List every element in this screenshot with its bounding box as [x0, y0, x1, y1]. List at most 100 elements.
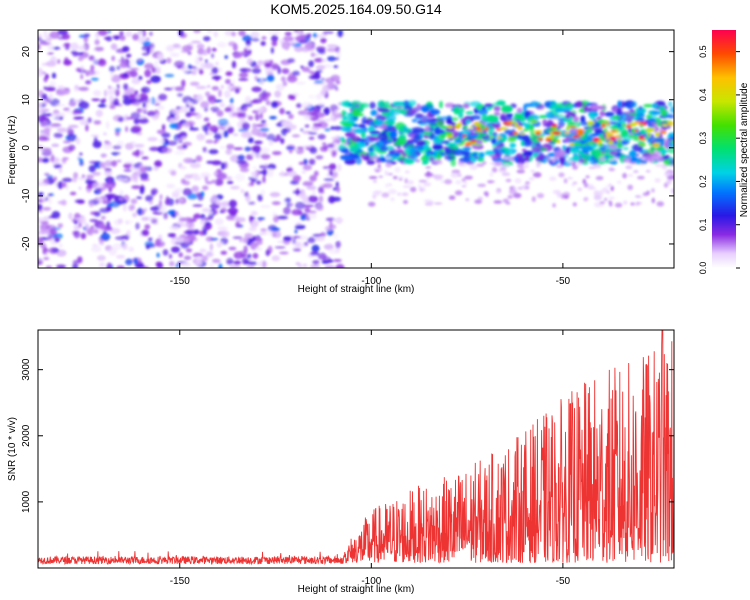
heatmap-cell [338, 143, 347, 150]
heatmap-cell [119, 189, 124, 197]
heatmap-cell [174, 60, 185, 68]
heatmap-cell [499, 114, 506, 121]
heatmap-cell [63, 140, 71, 144]
heatmap-cell [385, 183, 389, 188]
heatmap-cell [200, 62, 206, 70]
snr-y-label: SNR (10 * v/v) [7, 417, 18, 481]
heatmap-cell [38, 203, 43, 211]
heatmap-cell [335, 240, 341, 249]
heatmap-cell [281, 120, 292, 127]
heatmap-cell [568, 157, 578, 161]
heatmap-cell [318, 195, 324, 203]
heatmap-cell [257, 217, 265, 221]
heatmap-cell [240, 105, 244, 111]
heatmap-cell [313, 170, 319, 177]
heatmap-cell [546, 156, 551, 162]
heatmap-cell [168, 253, 173, 259]
heatmap-cell [245, 39, 251, 47]
heatmap-cell [294, 243, 301, 247]
heatmap-cell [113, 35, 121, 40]
heatmap-cell [141, 216, 149, 221]
heatmap-cell [61, 182, 67, 188]
heatmap-cell [435, 119, 444, 128]
heatmap-cell [599, 110, 606, 117]
heatmap-cell [292, 175, 302, 182]
heatmap-cell [126, 229, 131, 237]
heatmap-cell [452, 104, 463, 109]
heatmap-cell [501, 172, 511, 177]
heatmap-cell [106, 205, 112, 212]
colorbar-ticks: 0.0 0.1 0.2 0.3 0.4 0.5 [698, 45, 740, 274]
heatmap-cell [84, 70, 96, 76]
x-tick-label: -150 [170, 276, 190, 287]
heatmap-cell [461, 177, 466, 182]
heatmap-cell [50, 112, 61, 121]
heatmap-cell [355, 107, 364, 113]
heatmap-cell [429, 109, 441, 115]
heatmap-cell [341, 122, 354, 127]
heatmap-cell [572, 116, 580, 123]
heatmap-cell [171, 108, 181, 114]
heatmap-cell [183, 255, 192, 260]
heatmap-cell [641, 138, 646, 142]
heatmap-cell [97, 30, 108, 36]
heatmap-cell [95, 109, 104, 117]
heatmap-cell [323, 107, 330, 116]
heatmap-cell [38, 135, 48, 141]
heatmap-cell [521, 148, 527, 153]
heatmap-cell [388, 183, 392, 187]
heatmap-cell [482, 161, 487, 165]
heatmap-cell [507, 195, 514, 199]
heatmap-cell [88, 55, 95, 61]
y-tick-label: 10 [21, 94, 32, 106]
heatmap-cell [496, 136, 502, 139]
heatmap-cell [606, 122, 610, 126]
heatmap-cell [156, 262, 164, 268]
heatmap-cell [408, 147, 421, 153]
heatmap-cell [281, 76, 286, 83]
heatmap-cell [410, 186, 417, 193]
heatmap-cell [43, 127, 51, 135]
y-tick-label: -10 [21, 188, 32, 203]
heatmap-cell [174, 241, 186, 245]
heatmap-cell [261, 93, 269, 102]
colorbar: 0.0 0.1 0.2 0.3 0.4 0.5 Normalized spectral a… [698, 30, 750, 274]
heatmap-cell [41, 93, 48, 101]
heatmap-cell [214, 209, 219, 215]
heatmap-cell [158, 234, 163, 239]
heatmap-cell [45, 251, 49, 258]
heatmap-cell [88, 201, 94, 208]
snr-series-line [38, 330, 674, 566]
heatmap-cell [251, 86, 262, 93]
heatmap-cell [184, 174, 193, 180]
heatmap-cell [226, 215, 235, 221]
heatmap-cell [572, 202, 577, 207]
heatmap-cell [454, 190, 463, 196]
heatmap-cell [50, 123, 62, 128]
heatmap-cell [572, 165, 578, 170]
heatmap-cell [637, 143, 647, 147]
heatmap-cell [355, 156, 362, 165]
heatmap-cell [280, 137, 285, 145]
heatmap-cell [390, 197, 395, 202]
heatmap-cell [40, 123, 46, 127]
heatmap-cell [308, 131, 318, 135]
heatmap-cell [313, 122, 322, 128]
heatmap-cell [535, 131, 541, 136]
heatmap-cell [239, 167, 250, 173]
heatmap-cell [283, 35, 294, 42]
heatmap-cell [144, 63, 155, 70]
heatmap-cell [656, 201, 665, 207]
heatmap-cell [415, 159, 421, 163]
heatmap-cell [87, 117, 92, 124]
heatmap-cell [105, 121, 110, 129]
heatmap-cell [50, 154, 55, 163]
heatmap-cell [332, 126, 344, 131]
heatmap-cell [283, 236, 292, 242]
heatmap-cell [303, 204, 314, 208]
heatmap-cell [92, 243, 98, 247]
heatmap-cell [531, 145, 542, 153]
heatmap-cell [593, 190, 600, 197]
heatmap-cell [645, 127, 655, 132]
heatmap-cell [607, 140, 614, 145]
